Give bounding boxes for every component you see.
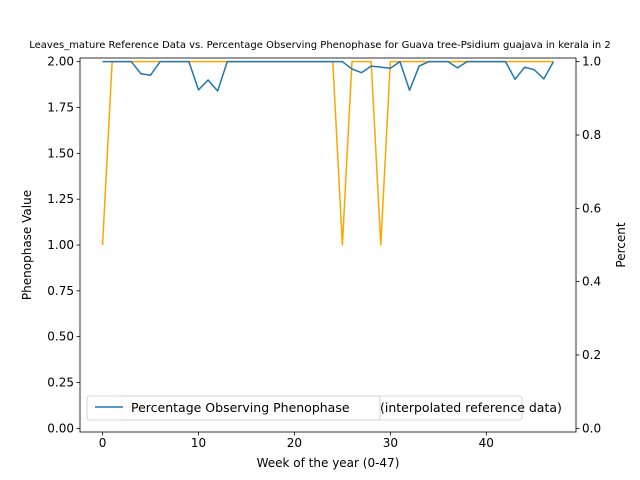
y-tick-label: 1.00 bbox=[47, 238, 74, 252]
y-tick-label: 1.50 bbox=[47, 146, 74, 160]
x-tick-label: 0 bbox=[99, 436, 107, 450]
y2-tick-label: 0.4 bbox=[582, 275, 601, 289]
y2-tick-label: 0.6 bbox=[582, 201, 601, 215]
y2-tick-label: 0.0 bbox=[582, 421, 601, 435]
y-tick-label: 1.25 bbox=[47, 192, 74, 206]
plot-frame bbox=[79, 57, 577, 433]
legend-label-percentage: Percentage Observing Phenophase bbox=[131, 400, 350, 415]
y-tick-label: 0.00 bbox=[47, 421, 74, 435]
x-tick-label: 30 bbox=[383, 436, 398, 450]
y2-tick-label: 0.2 bbox=[582, 348, 601, 362]
series-line-2 bbox=[102, 60, 555, 92]
y2-axis-label: Percent bbox=[614, 222, 628, 267]
y2-tick-label: 1.0 bbox=[582, 55, 601, 69]
y-tick-label: 2.00 bbox=[47, 55, 74, 69]
legend-label-reference: (interpolated reference data) bbox=[380, 400, 562, 415]
y-tick-label: 0.50 bbox=[47, 330, 74, 344]
chart-title: Leaves_mature Reference Data vs. Percent… bbox=[29, 40, 611, 51]
series-line-1 bbox=[101, 60, 554, 246]
y-tick-label: 0.25 bbox=[47, 376, 74, 390]
legend-box-percentage bbox=[86, 395, 381, 421]
y2-tick-label: 0.8 bbox=[582, 128, 601, 142]
y-axis-label: Phenophase Value bbox=[20, 190, 34, 300]
x-tick-label: 40 bbox=[479, 436, 494, 450]
y-tick-label: 1.75 bbox=[47, 101, 74, 115]
x-tick-label: 10 bbox=[191, 436, 206, 450]
x-tick-label: 20 bbox=[287, 436, 302, 450]
y-tick-label: 0.75 bbox=[47, 284, 74, 298]
x-axis-label: Week of the year (0-47) bbox=[257, 456, 400, 470]
